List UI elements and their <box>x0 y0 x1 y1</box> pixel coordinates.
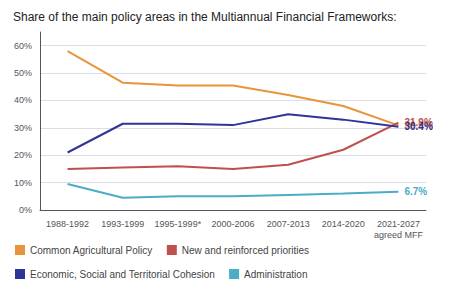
svg-text:Common Agricultural Policy: Common Agricultural Policy <box>30 245 152 256</box>
svg-text:10%: 10% <box>14 178 32 188</box>
svg-text:2021-2027: 2021-2027 <box>377 219 420 229</box>
svg-text:Economic, Social and Territori: Economic, Social and Territorial Cohesio… <box>30 269 215 280</box>
svg-text:Administration: Administration <box>244 269 307 280</box>
svg-text:New and reinforced priorities: New and reinforced priorities <box>182 245 309 256</box>
svg-text:30%: 30% <box>14 123 32 133</box>
svg-text:2014-2020: 2014-2020 <box>322 219 365 229</box>
svg-text:2000-2006: 2000-2006 <box>211 219 254 229</box>
svg-text:30.4%: 30.4% <box>404 121 432 132</box>
svg-text:agreed MFF: agreed MFF <box>374 230 424 240</box>
svg-text:Share of the main policy areas: Share of the main policy areas in the Mu… <box>13 10 397 24</box>
svg-text:40%: 40% <box>14 95 32 105</box>
svg-text:1995-1999*: 1995-1999* <box>155 219 202 229</box>
svg-text:50%: 50% <box>14 68 32 78</box>
svg-text:20%: 20% <box>14 150 32 160</box>
svg-text:1988-1992: 1988-1992 <box>46 219 89 229</box>
svg-text:2007-2013: 2007-2013 <box>267 219 310 229</box>
svg-text:1993-1999: 1993-1999 <box>101 219 144 229</box>
svg-text:60%: 60% <box>14 41 32 51</box>
svg-text:6.7%: 6.7% <box>404 186 427 197</box>
svg-text:0%: 0% <box>19 205 32 215</box>
